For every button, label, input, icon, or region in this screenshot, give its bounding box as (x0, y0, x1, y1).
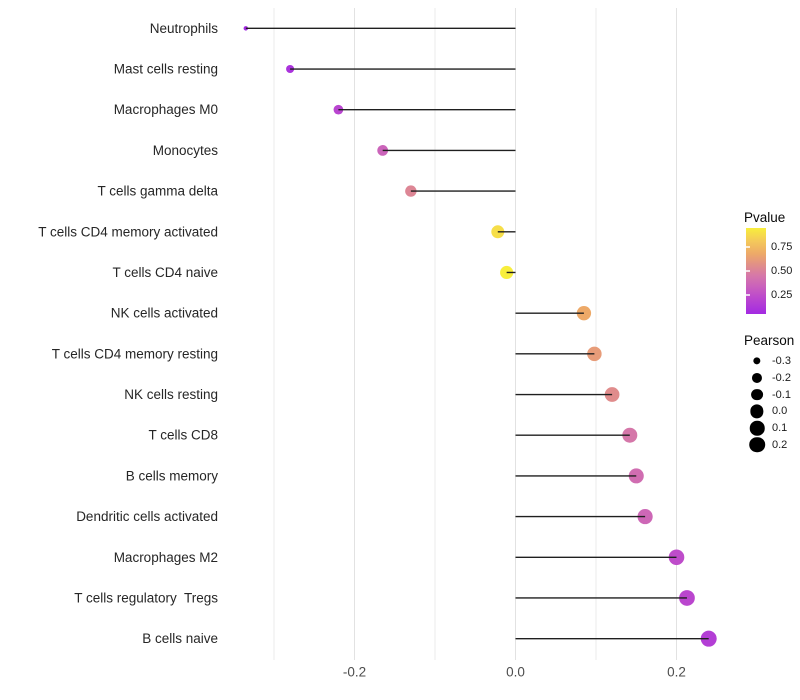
y-axis-label: Macrophages M0 (114, 102, 218, 117)
y-axis-label: T cells regulatory Tregs (74, 590, 218, 605)
y-axis-label: Macrophages M2 (114, 550, 218, 565)
pearson-size-label: -0.2 (772, 371, 791, 384)
pearson-size-label: -0.3 (772, 355, 791, 367)
y-axis-label: Dendritic cells activated (76, 509, 218, 524)
pearson-size-dot (751, 372, 763, 383)
x-axis-tick-label: -0.2 (343, 665, 366, 680)
pvalue-tick-label: 0.25 (771, 288, 793, 301)
pearson-size-dot (749, 420, 765, 436)
pearson-size-label: 0.0 (772, 405, 788, 418)
y-axis-label: Mast cells resting (114, 62, 218, 77)
y-axis-label: T cells CD4 memory activated (38, 224, 218, 239)
y-axis-label: Neutrophils (150, 21, 219, 36)
pearson-legend: Pearson -0.3 -0.2 -0.1 0.0 0.1 0.2 (744, 333, 800, 463)
y-axis-label: Monocytes (153, 143, 219, 158)
data-point (576, 305, 592, 321)
y-axis-label: T cells CD8 (148, 428, 218, 443)
y-axis-label: T cells CD4 naive (112, 265, 218, 280)
y-axis-label: T cells gamma delta (97, 184, 218, 199)
pvalue-legend-title: Pvalue (744, 210, 786, 225)
y-axis-label: NK cells resting (124, 387, 218, 402)
pvalue-tick-notch (746, 293, 750, 296)
pearson-size-dot (750, 404, 764, 418)
pearson-size-label: 0.2 (772, 438, 788, 451)
data-point (286, 65, 295, 74)
pvalue-tick-label: 0.75 (771, 241, 793, 254)
pvalue-colorbar (746, 228, 766, 314)
y-axis-label: NK cells activated (111, 306, 218, 321)
x-axis-tick-label: 0.2 (667, 665, 686, 680)
pearson-size-dot (753, 357, 761, 365)
y-axis-label: B cells memory (126, 468, 219, 483)
pvalue-tick-notch (746, 270, 750, 272)
pearson-size-label: -0.1 (772, 388, 791, 401)
pvalue-tick-label: 0.50 (771, 265, 793, 277)
pearson-size-dot (751, 388, 763, 401)
pearson-legend-title: Pearson (744, 333, 795, 348)
pearson-size-label: 0.1 (772, 422, 788, 434)
x-axis-tick-label: 0.0 (506, 665, 525, 680)
pearson-size-dot (749, 436, 765, 453)
pvalue-tick-notch (746, 246, 750, 249)
y-axis-label: T cells CD4 memory resting (52, 346, 218, 361)
pvalue-legend: Pvalue 0.75 0.50 0.25 (744, 210, 800, 330)
y-axis-label: B cells naive (142, 631, 218, 646)
